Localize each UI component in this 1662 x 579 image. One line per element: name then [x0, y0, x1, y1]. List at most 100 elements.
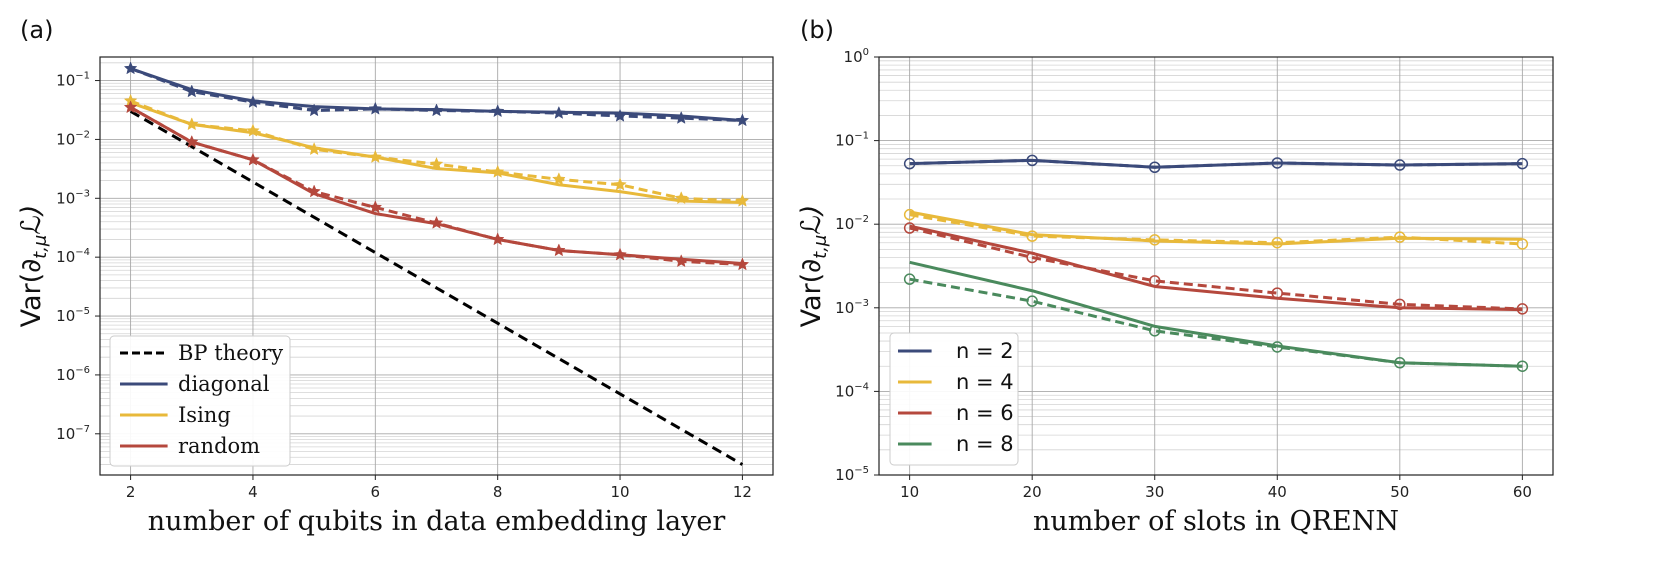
data-point-star: [307, 103, 321, 117]
y-tick-label: 10−7: [56, 424, 90, 443]
series-line-bp-theory: [129, 110, 744, 466]
data-point-star: [613, 247, 627, 261]
data-point-circle: [903, 208, 916, 221]
data-point-star: [735, 257, 750, 271]
x-tick-label: 10: [900, 483, 919, 501]
data-point-circle: [1271, 236, 1284, 249]
x-tick-label: 20: [1023, 483, 1042, 501]
legend-label: n = 4: [956, 370, 1014, 394]
data-point-star: [674, 254, 689, 268]
data-point-star: [674, 110, 689, 124]
legend-label: diagonal: [178, 372, 270, 396]
y-tick-label: 10−5: [835, 465, 869, 484]
data-point-circle: [903, 273, 916, 285]
data-point-star: [184, 84, 199, 98]
data-point-star: [368, 149, 383, 163]
y-tick-label: 10−5: [56, 306, 90, 325]
data-point-circle: [1148, 275, 1161, 287]
data-point-circle: [1394, 298, 1406, 311]
legend-label: BP theory: [178, 341, 283, 365]
chart-panel-b: (b) 10 20 30 40 50 60 100 10−1 10−2 10−3 10−4 10−5 nu…: [796, 16, 1554, 537]
grid: [879, 56, 1553, 476]
data-point-circle: [1516, 238, 1529, 250]
data-point-star: [246, 94, 260, 108]
x-tick-label: 4: [248, 483, 258, 501]
legend-label: n = 2: [956, 339, 1014, 363]
data-point-circle: [1271, 287, 1284, 299]
y-tick-label: 10−2: [56, 129, 90, 148]
series-group: [123, 61, 750, 466]
axes-frame: [99, 56, 774, 476]
data-point-circle: [1148, 161, 1161, 173]
series-line-random-dashed-: [129, 106, 743, 267]
data-point-star: [429, 215, 444, 229]
chart-panel-a: (a) 2 4 6 8 10 12 10−1 10−2 10−3 10−4 10−5 10−6 10−7 n…: [16, 16, 774, 537]
data-point-circle: [1271, 157, 1284, 169]
x-tick-label: 8: [493, 483, 503, 501]
panel-label: (a): [20, 16, 53, 44]
data-point-star: [184, 117, 199, 131]
y-axis-label: Var(∂t,μℒ): [796, 205, 831, 328]
legend-box: [889, 332, 1019, 466]
data-point-star: [613, 108, 627, 122]
data-point-star: [429, 157, 444, 170]
y-tick-label: 10−3: [835, 298, 869, 317]
data-point-star: [429, 103, 444, 117]
legend-label: random: [178, 434, 260, 458]
data-point-circle: [1516, 157, 1529, 170]
data-point-star: [368, 101, 383, 115]
y-tick-label: 10−1: [835, 131, 869, 150]
data-point-circle: [1026, 251, 1038, 264]
y-tick-label: 10−4: [835, 381, 869, 400]
data-point-star: [613, 177, 627, 191]
y-tick-label: 10−2: [835, 214, 869, 233]
data-point-circle: [1026, 295, 1038, 307]
legend-label: n = 8: [956, 432, 1014, 456]
x-tick-label: 60: [1513, 483, 1532, 501]
y-tick-label: 10−6: [56, 365, 90, 384]
data-point-star: [123, 100, 138, 114]
x-axis-label: number of qubits in data embedding layer: [148, 506, 726, 537]
x-tick-label: 6: [371, 483, 381, 501]
data-point-circle: [1516, 303, 1529, 315]
data-point-circle: [1271, 341, 1284, 353]
series-line-n-6: [909, 224, 1523, 312]
x-tick-label: 30: [1145, 483, 1164, 501]
series-line-n-6-dashed-: [909, 226, 1523, 311]
series-line-random: [129, 106, 743, 266]
data-point-star: [552, 172, 566, 186]
data-point-star: [246, 123, 260, 137]
data-point-star: [552, 243, 566, 257]
data-point-star: [307, 184, 321, 198]
data-point-star: [490, 104, 505, 118]
data-point-star: [490, 232, 505, 246]
data-point-circle: [1394, 231, 1406, 243]
data-point-star: [490, 164, 505, 178]
series-line-n-4-dashed-: [909, 213, 1523, 246]
data-point-circle: [903, 157, 916, 170]
data-point-star: [184, 134, 199, 148]
legend-label: Ising: [178, 403, 231, 427]
series-line-n-8-dashed-: [909, 277, 1523, 368]
x-tick-label: 12: [733, 483, 752, 501]
data-point-circle: [1148, 234, 1161, 246]
y-tick-label: 10−3: [56, 188, 90, 207]
y-tick-label: 10−1: [56, 71, 90, 90]
data-point-star: [246, 152, 260, 166]
data-point-circle: [1026, 230, 1038, 242]
data-point-circle: [903, 222, 916, 234]
y-axis-label: Var(∂t,μℒ): [16, 205, 51, 328]
series-line-n-2-dashed-: [909, 158, 1523, 169]
data-point-star: [735, 113, 750, 127]
y-tick-label: 10−4: [56, 247, 90, 266]
data-point-circle: [1026, 154, 1038, 167]
y-tick-label: 100: [844, 47, 869, 66]
data-point-star: [735, 193, 750, 207]
data-point-circle: [1394, 159, 1406, 171]
panel-label: (b): [800, 16, 834, 44]
data-point-star: [674, 191, 689, 205]
data-point-star: [368, 200, 383, 214]
x-tick-label: 50: [1390, 483, 1409, 501]
x-tick-label: 2: [126, 483, 136, 501]
